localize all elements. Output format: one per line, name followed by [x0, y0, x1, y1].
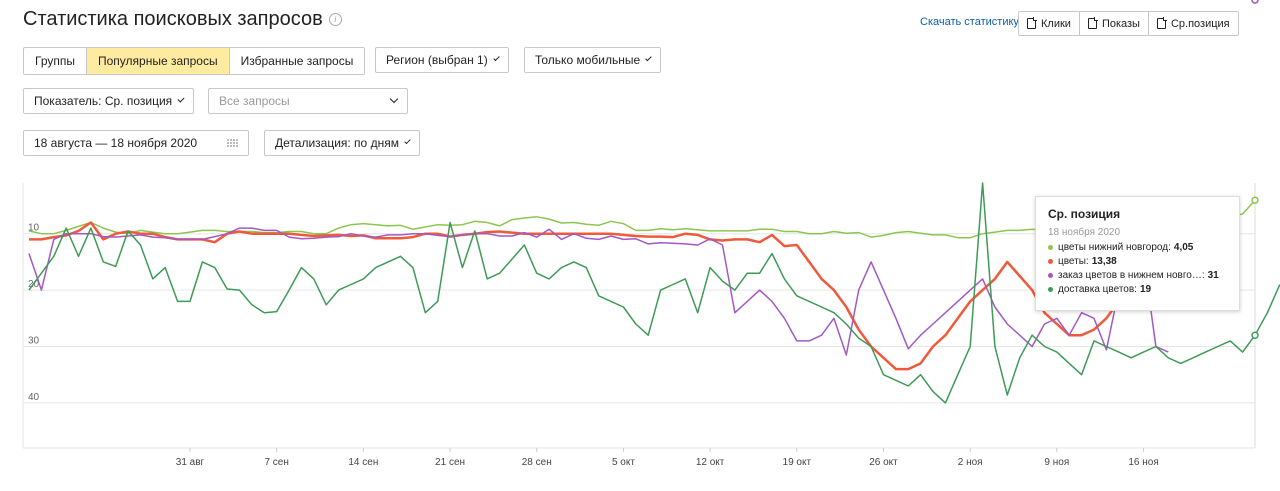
tooltip-row-value: 4,05 [1173, 242, 1194, 253]
document-icon [1087, 17, 1098, 29]
tooltip-row-label: цветы: [1058, 256, 1089, 267]
x-tick-label: 16 ноя [1128, 457, 1158, 468]
indicator-select-label: Показатель: Ср. позиция [34, 94, 173, 108]
series-line [28, 182, 1280, 404]
queries-select-placeholder: Все запросы [219, 94, 290, 108]
device-select[interactable]: Только мобильные [524, 47, 661, 73]
detail-select-label: Детализация: по дням [275, 136, 399, 150]
tooltip-row: цветы нижний новгород: 4,05 [1048, 242, 1227, 253]
x-tick-label: 5 окт [612, 457, 635, 468]
view-tabs: Группы Популярные запросы Избранные запр… [23, 47, 366, 75]
x-tick-label: 7 сен [264, 457, 288, 468]
tooltip-row-label: заказ цветов в нижнем новго…: [1058, 270, 1205, 281]
page-title: Статистика поисковых запросов i [23, 8, 342, 31]
x-tick-label: 28 сен [522, 457, 552, 468]
tab-popular-queries[interactable]: Популярные запросы [86, 48, 230, 74]
export-buttons: Клики Показы Ср.позиция [1018, 11, 1239, 36]
series-line [29, 221, 1182, 371]
tooltip-title: Ср. позиция [1048, 207, 1121, 221]
series-end-point [1251, 196, 1259, 204]
device-select-label: Только мобильные [535, 53, 641, 67]
tooltip-row-value: 13,38 [1091, 256, 1117, 267]
document-icon [1027, 17, 1037, 29]
x-tick-label: 14 сен [348, 457, 378, 468]
legend-dot-icon [1048, 273, 1053, 278]
tooltip-row-label: доставка цветов: [1058, 284, 1137, 295]
tooltip-row-value: 31 [1207, 270, 1219, 281]
export-clicks-label: Клики [1041, 17, 1071, 30]
legend-dot-icon [1048, 245, 1053, 250]
series-end-point [1251, 0, 1259, 4]
x-tick-label: 9 ноя [1044, 457, 1069, 468]
download-statistics-link[interactable]: Скачать статистику [920, 16, 1019, 28]
x-tick-label: 2 ноя [958, 457, 983, 468]
queries-select[interactable]: Все запросы [208, 88, 408, 114]
date-range-label: 18 августа — 18 ноября 2020 [34, 136, 198, 150]
document-icon [1156, 17, 1167, 29]
x-tick-label: 19 окт [783, 457, 812, 468]
y-tick-label: 10 [28, 223, 40, 234]
y-tick-label: 30 [28, 336, 40, 347]
export-clicks-button[interactable]: Клики [1019, 12, 1080, 35]
export-impressions-label: Показы [1101, 17, 1140, 30]
indicator-select[interactable]: Показатель: Ср. позиция [23, 88, 194, 114]
region-select[interactable]: Регион (выбран 1) [375, 47, 509, 73]
export-position-button[interactable]: Ср.позиция [1149, 12, 1238, 35]
calendar-icon [227, 139, 238, 147]
tab-groups[interactable]: Группы [24, 48, 87, 74]
export-position-label: Ср.позиция [1170, 17, 1230, 30]
page-title-text: Статистика поисковых запросов [23, 8, 323, 30]
region-select-label: Регион (выбран 1) [386, 53, 488, 67]
legend-dot-icon [1048, 259, 1053, 264]
tooltip-row: доставка цветов: 19 [1048, 284, 1227, 295]
tooltip-row: цветы: 13,38 [1048, 256, 1227, 267]
tooltip-row-label: цветы нижний новгород: [1058, 242, 1171, 253]
tooltip-row-value: 19 [1139, 284, 1152, 295]
series-line [28, 227, 1169, 356]
x-tick-label: 26 окт [869, 457, 898, 468]
tooltip-date: 18 ноября 2020 [1048, 227, 1121, 238]
tooltip-row: заказ цветов в нижнем новго…: 31 [1048, 270, 1227, 281]
x-tick-label: 12 окт [696, 457, 725, 468]
series-end-point [1251, 331, 1259, 339]
tab-favorite-queries[interactable]: Избранные запросы [240, 54, 354, 68]
y-tick-label: 40 [28, 392, 40, 403]
x-tick-label: 31 авг [176, 457, 205, 468]
detail-select[interactable]: Детализация: по дням [264, 130, 420, 156]
chart-tooltip: Ср. позиция 18 ноября 2020 цветы нижний … [1035, 196, 1240, 311]
date-range-picker[interactable]: 18 августа — 18 ноября 2020 [23, 130, 249, 156]
export-impressions-button[interactable]: Показы [1080, 12, 1149, 35]
info-icon[interactable]: i [328, 13, 342, 26]
legend-dot-icon [1048, 287, 1053, 292]
x-tick-label: 21 сен [435, 457, 465, 468]
